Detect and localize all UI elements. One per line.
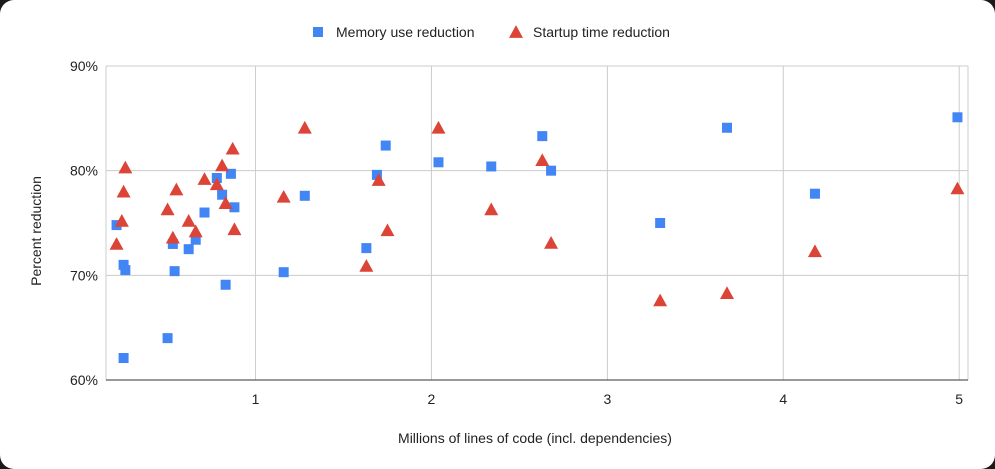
startup-point xyxy=(535,153,550,167)
y-tick-label: 60% xyxy=(70,372,98,388)
memory-point xyxy=(217,189,228,200)
startup-point xyxy=(218,196,233,209)
memory-point xyxy=(809,188,820,199)
legend: Memory use reduction Startup time reducti… xyxy=(313,24,670,40)
startup-point xyxy=(484,202,499,216)
x-tick-label: 3 xyxy=(603,391,611,407)
startup-point xyxy=(431,120,446,134)
startup-point xyxy=(165,230,180,244)
startup-point xyxy=(297,120,312,134)
memory-point xyxy=(952,112,963,123)
memory-point xyxy=(118,259,129,270)
startup-point xyxy=(371,173,386,186)
memory-point xyxy=(546,165,557,176)
startup-point xyxy=(950,181,965,195)
memory-point xyxy=(169,266,180,277)
memory-point xyxy=(167,238,178,249)
startup-point xyxy=(114,214,129,227)
memory-point xyxy=(183,244,194,255)
memory-point xyxy=(199,207,210,218)
memory-point xyxy=(225,168,236,179)
x-tick-label: 5 xyxy=(955,391,963,407)
legend-square-icon xyxy=(313,27,323,37)
startup-point xyxy=(118,160,133,174)
x-tick-label: 1 xyxy=(252,391,260,407)
y-tick-label: 70% xyxy=(70,267,98,283)
startup-point xyxy=(188,224,203,238)
legend-triangle-icon xyxy=(509,25,523,38)
y-tick-label: 90% xyxy=(70,58,98,74)
memory-point xyxy=(190,234,201,245)
legend-label: Memory use reduction xyxy=(336,24,475,40)
x-axis-title: Millions of lines of code (incl. depende… xyxy=(398,430,672,446)
startup-point xyxy=(380,223,395,237)
startup-point xyxy=(359,259,374,272)
startup-point xyxy=(116,184,131,198)
memory-point xyxy=(229,202,240,213)
memory-point xyxy=(220,279,231,290)
legend-label: Startup time reduction xyxy=(533,24,670,40)
x-tick-label: 4 xyxy=(779,391,787,407)
memory-point xyxy=(120,265,131,276)
x-tick-label: 2 xyxy=(428,391,436,407)
memory-point xyxy=(655,218,666,228)
grid xyxy=(105,65,969,381)
axes: 60% 70% 80% 90% 1 2 3 4 5 xyxy=(70,58,963,407)
memory-point xyxy=(162,333,173,344)
startup-point xyxy=(209,177,224,191)
memory-point xyxy=(361,243,372,254)
startup-point xyxy=(181,214,196,227)
startup-point xyxy=(109,237,124,250)
startup-point xyxy=(719,286,734,299)
y-axis-title: Percent reduction xyxy=(28,176,44,286)
startup-point xyxy=(169,182,184,196)
startup-point xyxy=(227,222,242,236)
startup-point xyxy=(215,158,230,172)
memory-point xyxy=(721,122,732,133)
startup-point xyxy=(276,189,291,203)
startup-point xyxy=(544,236,559,249)
startup-point xyxy=(225,141,240,155)
startup-point xyxy=(160,202,175,216)
startup-point xyxy=(197,172,212,185)
startup-point xyxy=(653,293,668,307)
startup-point xyxy=(807,244,822,258)
memory-point xyxy=(299,190,310,201)
memory-point xyxy=(486,161,497,172)
data-points xyxy=(109,112,965,364)
memory-point xyxy=(118,353,129,364)
memory-point xyxy=(278,267,289,278)
memory-point xyxy=(371,169,382,180)
y-tick-label: 80% xyxy=(70,163,98,179)
memory-point xyxy=(433,157,444,168)
memory-point xyxy=(380,140,391,151)
memory-point xyxy=(537,131,548,142)
